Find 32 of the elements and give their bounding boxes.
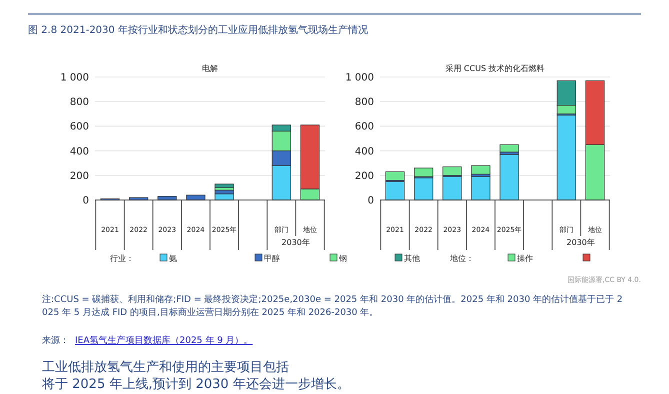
y-tick-label: 800 (354, 97, 374, 108)
legend-label: 操作 (517, 254, 533, 263)
chart-title: 图 2.8 2021-2030 年按行业和状态划分的工业应用低排放氢气现场生产情况 (28, 24, 368, 36)
bar (214, 184, 234, 188)
legend-label: 其他 (404, 254, 420, 263)
chart-subtitle: 采用 CCUS 技术的化石燃料 (445, 64, 545, 73)
legend-label: 甲醇 (264, 254, 280, 263)
chart-subtitle: 电解 (202, 64, 218, 73)
y-tick-label: 0 (82, 196, 89, 206)
text: IEA氢气生产项目数据库（2025 年 9 月）。 (75, 335, 253, 346)
text: 将于 2025 年上线,预计到 2030 年还会进一步增长。 (41, 377, 350, 392)
legend-label: 氨 (169, 254, 177, 263)
y-tick-label: 600 (354, 122, 374, 133)
y-tick-label: 200 (70, 170, 89, 182)
text: 工业低排放氢气生产和使用的主要项目包括 (42, 359, 289, 375)
y-tick-label: 400 (70, 146, 89, 158)
text: 注:CCUS = 碳捕获、利用和储存;FID = 最终投资决定;2025e,2030e = 2025 年和 2030 年的估计值。2025 年和 2030 年的估计值基于已于 2025 年 5 月达成 FID 的项目,目标商业运营日期分别在 2025 年和 2026-2030 年。 (42, 294, 623, 318)
y-tick-label: 600 (70, 122, 89, 133)
y-tick-label: 0 (368, 196, 374, 206)
source-note: 来源： (42, 335, 69, 346)
y-tick-label: 1 000 (345, 72, 374, 84)
text: 地位： (449, 254, 474, 263)
text: 2030年 (566, 238, 595, 247)
y-tick-label: 200 (354, 170, 374, 182)
y-tick-label: 1 000 (60, 72, 89, 84)
bar (500, 144, 519, 152)
y-tick-label: 800 (70, 97, 89, 108)
text: 2030年 (282, 238, 310, 247)
legend-label: 钢 (338, 254, 347, 263)
legend-title: 行业： (110, 254, 134, 263)
y-tick-label: 400 (354, 146, 374, 158)
bar (471, 165, 490, 174)
